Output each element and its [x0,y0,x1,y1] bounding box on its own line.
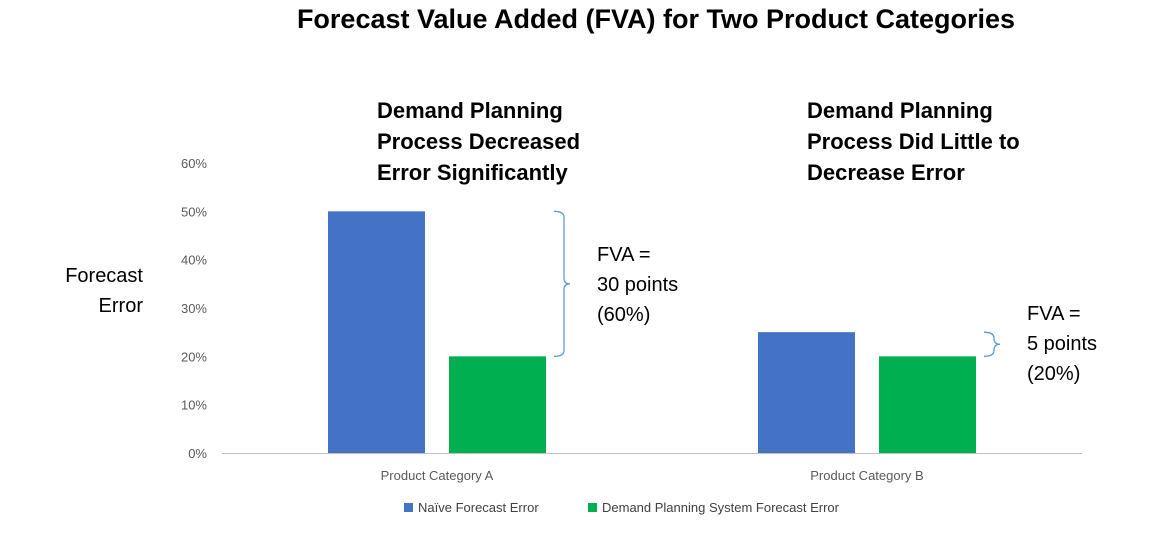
fva-annotation-line: (20%) [1027,363,1080,385]
annotation-heading-line: Demand Planning [807,98,993,123]
y-axis-label-line: Error [99,295,144,317]
x-category-label: Product Category B [810,468,923,483]
fva-annotation-line: 5 points [1027,333,1097,355]
bar-naive-b [758,332,855,453]
legend-swatch-naive [404,503,413,512]
y-tick-label: 60% [181,156,207,171]
y-tick-label: 40% [181,253,207,268]
fva-annotation-line: (60%) [597,304,650,326]
annotation-heading-line: Demand Planning [377,98,563,123]
annotation-heading-line: Process Did Little to [807,129,1020,154]
fva-annotation-line: FVA = [597,244,651,266]
fva-annotation-line: 30 points [597,274,678,296]
y-tick-label: 50% [181,204,207,219]
y-tick-label: 0% [188,446,207,461]
annotation-heading-line: Decrease Error [807,160,965,185]
legend-label-naive: Naïve Forecast Error [418,500,539,515]
y-tick-label: 30% [181,301,207,316]
fva-annotation-line: FVA = [1027,303,1081,325]
fva-bracket [983,331,1001,357]
y-tick-label: 20% [181,349,207,364]
y-axis-label-line: Forecast [65,265,143,287]
bar-demand-planning-b [879,356,976,453]
x-category-label: Product Category A [381,468,494,483]
fva-bracket [553,210,571,357]
y-tick-label: 10% [181,398,207,413]
chart-title: Forecast Value Added (FVA) for Two Produ… [297,4,1015,34]
legend-swatch-demand-planning [588,503,597,512]
bar-naive-a [328,211,425,453]
annotation-heading-line: Error Significantly [377,160,568,185]
annotation-heading-line: Process Decreased [377,129,580,154]
legend-label-demand-planning: Demand Planning System Forecast Error [602,500,840,515]
bar-demand-planning-a [449,356,546,453]
